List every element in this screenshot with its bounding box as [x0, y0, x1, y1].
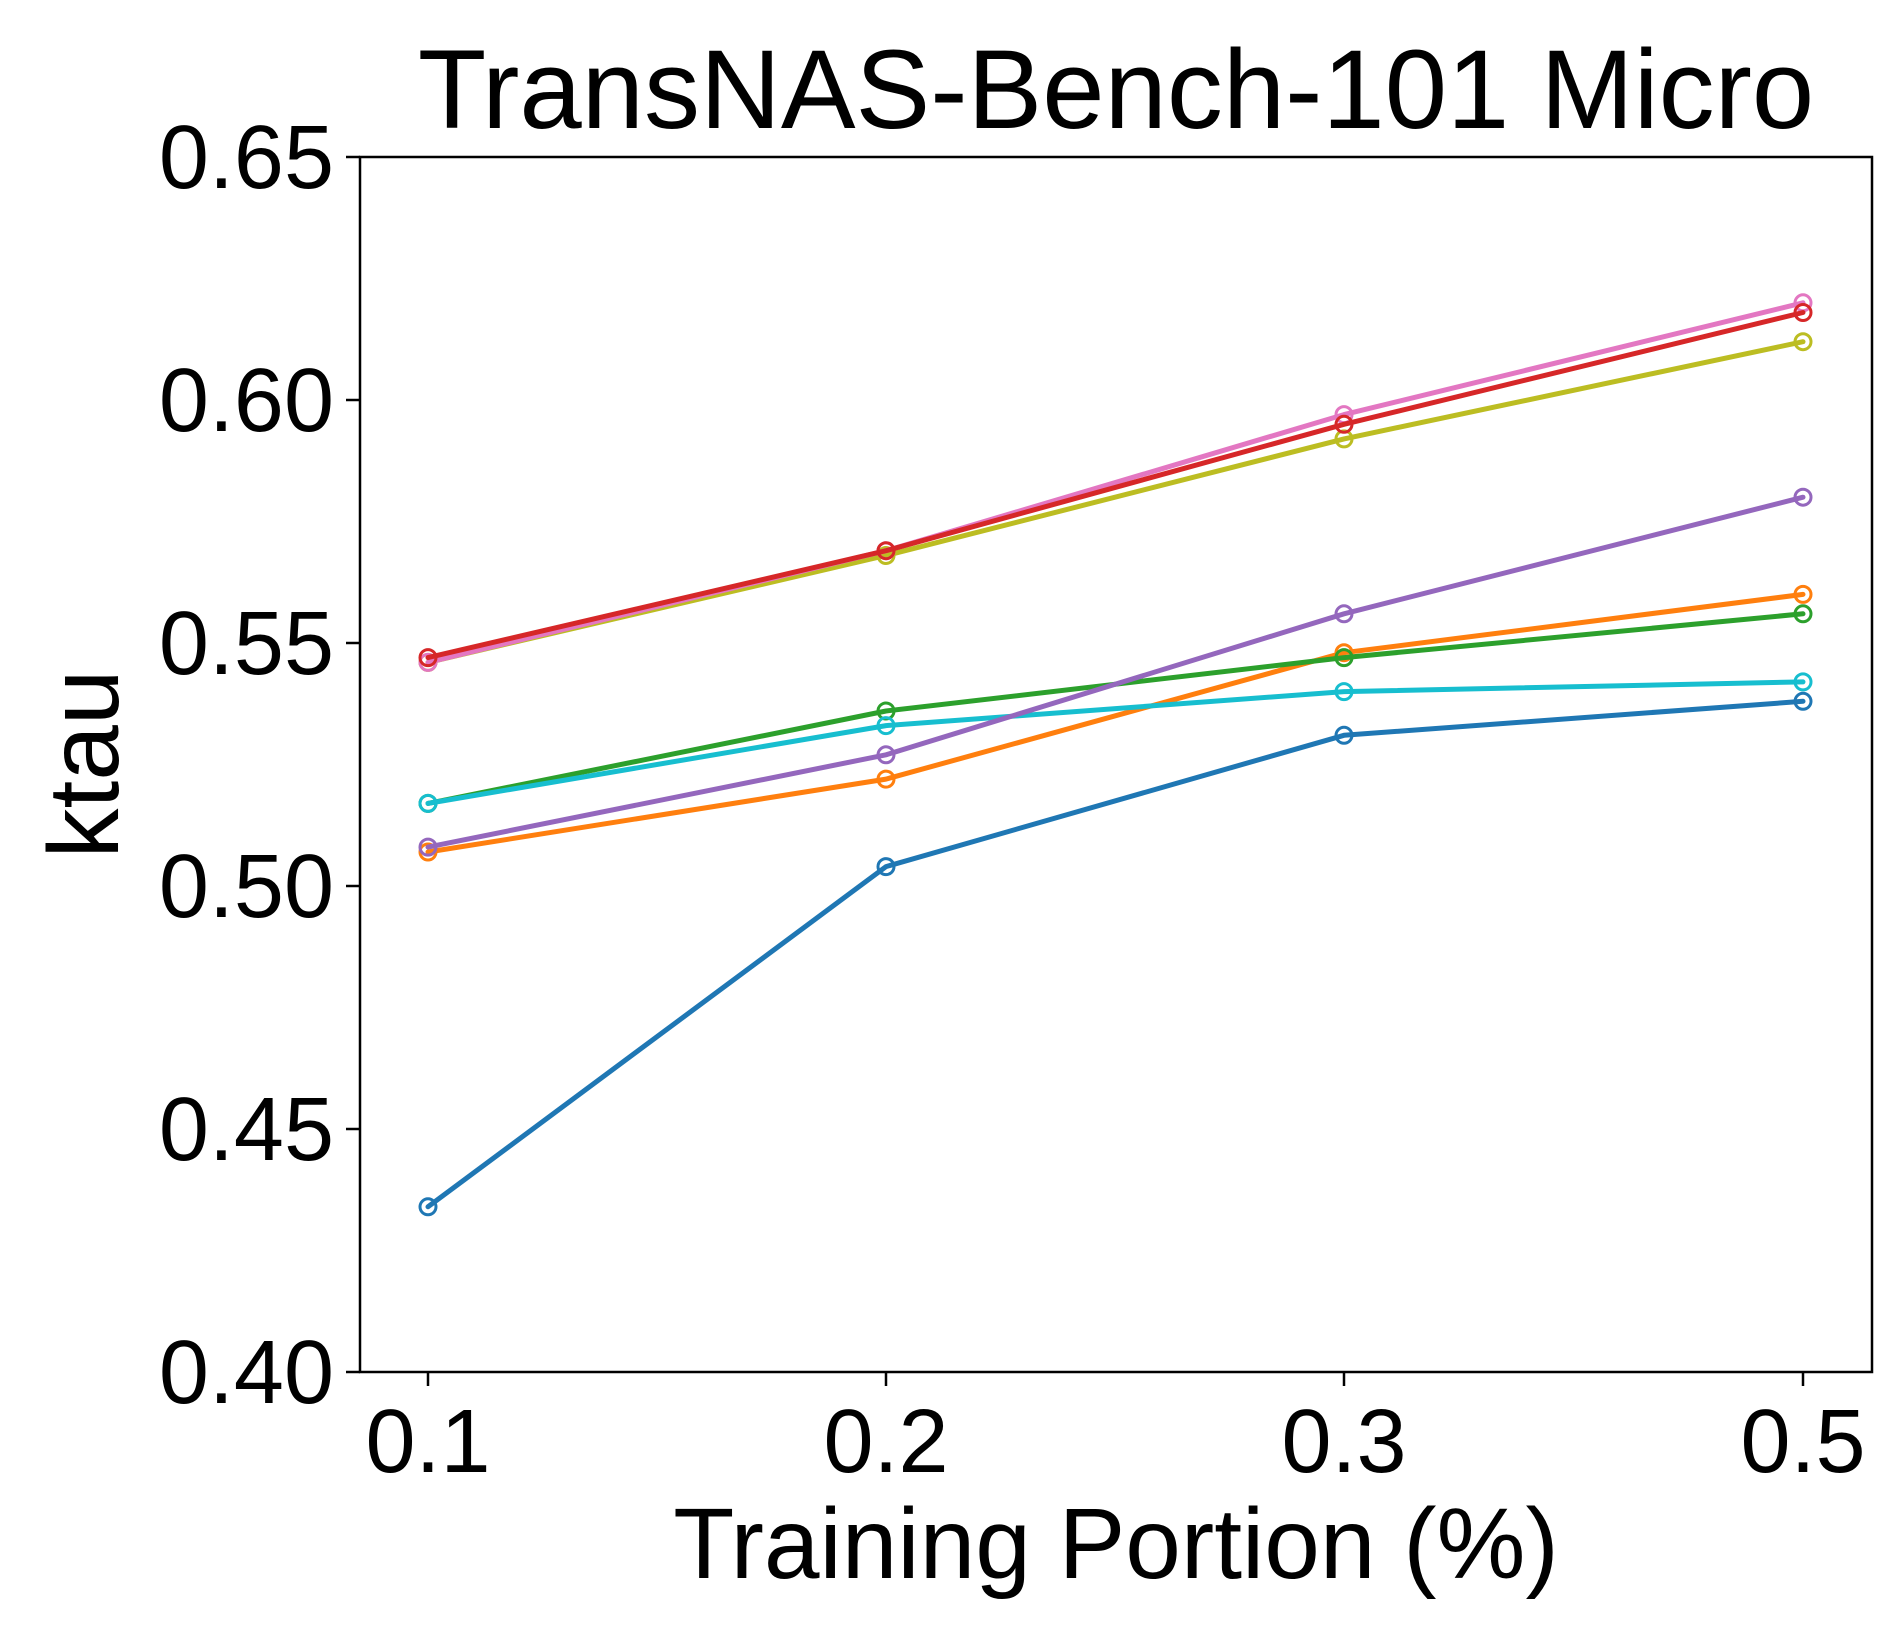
data-point	[1793, 332, 1813, 352]
data-point	[1334, 648, 1354, 668]
series-line-cyan	[425, 679, 1806, 806]
data-point	[1334, 414, 1354, 434]
data-point	[876, 716, 896, 736]
data-point	[1334, 725, 1354, 745]
data-point	[1793, 487, 1813, 507]
series-pink	[418, 293, 1813, 672]
series-cyan	[418, 672, 1813, 813]
series-blue	[418, 691, 1813, 1217]
data-point	[418, 793, 438, 813]
y-tick-label: 0.45	[159, 1080, 334, 1180]
data-point	[1334, 604, 1354, 624]
data-point	[1793, 691, 1813, 711]
data-point	[876, 541, 896, 561]
x-tick-label: 0.2	[823, 1392, 948, 1492]
y-tick-label: 0.40	[159, 1323, 334, 1423]
data-point	[876, 769, 896, 789]
data-point	[1793, 672, 1813, 692]
y-tick-label: 0.65	[159, 108, 334, 208]
x-tick-label: 0.5	[1740, 1392, 1865, 1492]
series-red	[418, 303, 1813, 668]
data-point	[418, 837, 438, 857]
chart-title: TransNAS-Bench-101 Micro	[418, 27, 1814, 152]
x-axis-label: Training Portion (%)	[673, 1488, 1559, 1600]
data-point	[1793, 604, 1813, 624]
y-axis-label: ktau	[28, 669, 140, 858]
plot-area	[358, 155, 1874, 1374]
series-line-purple	[425, 494, 1806, 850]
data-point	[1793, 584, 1813, 604]
series-line-orange	[425, 591, 1806, 855]
series-purple	[418, 487, 1813, 857]
x-tick-label: 0.1	[365, 1392, 490, 1492]
y-tick-label: 0.55	[159, 594, 334, 694]
x-tick-label: 0.3	[1281, 1392, 1406, 1492]
data-point	[876, 745, 896, 765]
data-point	[418, 1197, 438, 1217]
data-point	[1334, 682, 1354, 702]
data-point	[876, 857, 896, 877]
y-tick-label: 0.60	[159, 351, 334, 451]
data-point	[1793, 303, 1813, 322]
series-line-red	[425, 310, 1806, 661]
series-line-blue	[425, 698, 1806, 1210]
data-point	[418, 648, 438, 668]
y-tick-label: 0.50	[159, 837, 334, 937]
series-orange	[418, 584, 1813, 862]
